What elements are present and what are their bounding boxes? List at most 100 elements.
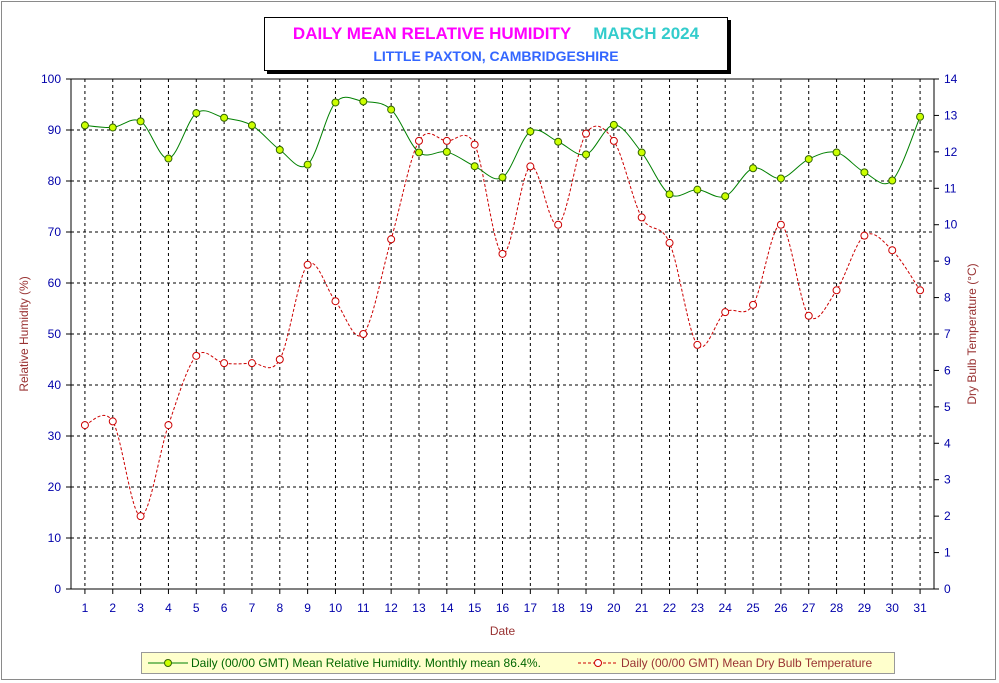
tick-label-x: 5 — [193, 601, 200, 615]
tick-label-left: 30 — [48, 429, 62, 443]
humidity-point — [359, 97, 368, 106]
humidity-point — [387, 105, 396, 114]
tick-label-right: 13 — [944, 108, 958, 122]
temperature-point — [721, 308, 730, 317]
tick-label-left: 0 — [54, 582, 61, 596]
tick-label-x: 19 — [579, 601, 593, 615]
tick-label-right: 3 — [944, 473, 951, 487]
humidity-point — [832, 148, 841, 157]
humidity-series — [80, 96, 925, 201]
temperature-point — [387, 235, 396, 244]
tick-label-x: 10 — [329, 601, 343, 615]
humidity-point — [554, 137, 563, 146]
humidity-point — [220, 113, 229, 122]
tick-label-x: 8 — [276, 601, 283, 615]
humidity-point — [470, 162, 479, 171]
tick-label-x: 21 — [635, 601, 649, 615]
temperature-point — [832, 286, 841, 295]
temperature-point — [442, 136, 451, 145]
temperature-point — [776, 220, 785, 229]
chart-title: DAILY MEAN RELATIVE HUMIDITY — [292, 24, 572, 43]
tick-label-x: 22 — [663, 601, 677, 615]
tick-label-x: 13 — [412, 601, 426, 615]
tick-label-x: 27 — [802, 601, 816, 615]
tick-label-x: 3 — [137, 601, 144, 615]
tick-label-x: 25 — [746, 601, 760, 615]
humidity-point — [916, 112, 925, 121]
temperature-point — [554, 220, 563, 229]
temperature-point — [192, 351, 201, 360]
tick-label-right: 11 — [944, 181, 957, 195]
tick-label-x: 20 — [607, 601, 621, 615]
tick-label-x: 7 — [249, 601, 256, 615]
temperature-point — [637, 213, 646, 222]
temperature-point — [359, 330, 368, 338]
humidity-point — [442, 147, 451, 156]
humidity-point — [526, 127, 535, 136]
humidity-point — [498, 173, 507, 182]
humidity-point — [136, 117, 145, 126]
tick-label-right: 7 — [944, 327, 951, 341]
humidity-point — [721, 192, 730, 201]
humidity-point — [331, 98, 340, 107]
y-axis-left-label: Relative Humidity (%) — [17, 276, 31, 391]
tick-label-x: 9 — [304, 601, 311, 615]
axes — [66, 78, 939, 594]
humidity-point — [776, 174, 785, 183]
tick-label-right: 14 — [944, 72, 958, 86]
temperature-point — [80, 421, 89, 430]
temperature-point — [275, 355, 284, 364]
humidity-point — [749, 164, 758, 173]
temperature-point — [804, 311, 813, 320]
humidity-point — [192, 109, 201, 118]
tick-label-left: 50 — [48, 327, 62, 341]
humidity-point — [693, 185, 702, 194]
temperature-point — [526, 162, 535, 171]
humidity-point — [888, 176, 897, 185]
tick-label-x: 12 — [384, 601, 398, 615]
title-line: DAILY MEAN RELATIVE HUMIDITY MARCH 2024 — [265, 23, 727, 45]
legend-temperature-label: Daily (00/00 GMT) Mean Dry Bulb Temperat… — [621, 656, 873, 670]
tick-label-x: 2 — [109, 601, 116, 615]
humidity-point — [609, 120, 618, 129]
tick-label-right: 2 — [944, 509, 951, 523]
humidity-point — [860, 168, 869, 177]
temperature-point — [888, 246, 897, 255]
tick-label-left: 20 — [48, 480, 62, 494]
tick-label-right: 10 — [944, 218, 958, 232]
temperature-point — [247, 359, 256, 368]
humidity-point — [582, 150, 591, 159]
chart-location: LITTLE PAXTON, CAMBRIDGESHIRE — [373, 48, 619, 64]
tick-label-left: 80 — [48, 174, 62, 188]
tick-label-x: 16 — [496, 601, 510, 615]
tick-label-right: 0 — [944, 582, 951, 596]
title-box: DAILY MEAN RELATIVE HUMIDITY MARCH 2024 L… — [264, 17, 728, 71]
legend-humidity-swatch — [148, 659, 188, 667]
temperature-series — [80, 125, 925, 521]
tick-label-left: 10 — [48, 531, 62, 545]
humidity-point — [804, 155, 813, 164]
tick-label-right: 5 — [944, 400, 951, 414]
tick-label-x: 31 — [913, 601, 927, 615]
temperature-point — [693, 340, 702, 349]
temperature-point — [470, 140, 479, 149]
temperature-point — [108, 417, 117, 426]
x-axis-label: Date — [490, 624, 516, 638]
tick-label-left: 90 — [48, 123, 62, 137]
tick-label-left: 100 — [41, 72, 61, 86]
temperature-point — [916, 286, 925, 295]
tick-label-x: 11 — [357, 601, 370, 615]
tick-label-x: 28 — [830, 601, 844, 615]
temperature-point — [331, 297, 340, 306]
temperature-point — [749, 300, 758, 309]
tick-label-right: 9 — [944, 254, 951, 268]
tick-label-x: 17 — [524, 601, 538, 615]
humidity-point — [303, 160, 312, 169]
humidity-point — [164, 154, 173, 163]
tick-label-x: 23 — [691, 601, 705, 615]
temperature-point — [136, 512, 145, 521]
temperature-point — [220, 359, 229, 368]
tick-label-left: 60 — [48, 276, 62, 290]
humidity-point — [247, 121, 256, 130]
